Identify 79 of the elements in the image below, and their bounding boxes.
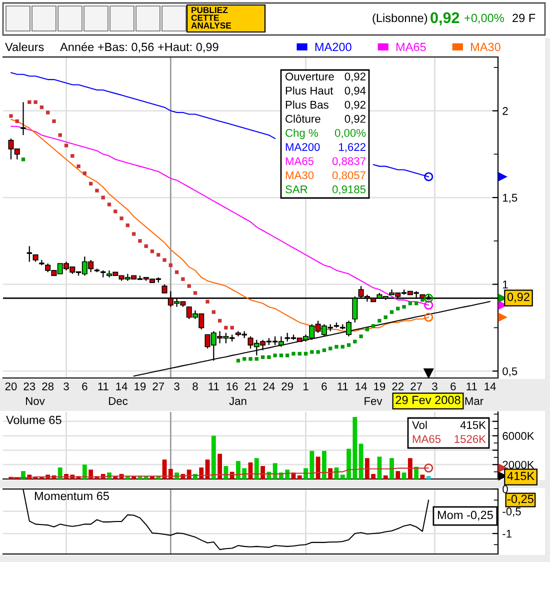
x-tick-label: 11	[466, 382, 477, 390]
x-tick-label: 27	[152, 382, 164, 390]
y-tick-label: 0	[502, 485, 508, 494]
annotation: 1526K	[454, 435, 486, 443]
x-tick-label: 29	[282, 382, 293, 390]
y-tick-label: 0,5	[502, 367, 518, 377]
text: PUBLIEZ CETTE ANALYSE	[191, 7, 232, 29]
x-tick-label: 23	[24, 382, 36, 390]
annotation: 1,622	[339, 143, 366, 152]
x-tick-label: 16	[226, 382, 238, 390]
text: -0,25	[508, 494, 534, 505]
legend-label: MA200	[315, 42, 352, 52]
annotation: MA65	[286, 157, 314, 166]
annotation: 415K	[460, 421, 486, 429]
chart-subtitle: Année +Bas: 0,56 +Haut: 0,99	[60, 42, 218, 53]
annotation: 0,92	[344, 72, 366, 82]
x-tick-label: 14	[484, 382, 496, 390]
x-tick-label: 3	[432, 382, 438, 390]
annotation: Chg %	[286, 128, 318, 140]
text: 29 Fev 2008	[396, 396, 460, 404]
text: (Lisbonne)	[372, 14, 428, 24]
annotation: 0,9185	[332, 185, 366, 195]
x-tick-label: 27	[410, 382, 422, 390]
x-tick-label: 3	[174, 382, 180, 390]
annotation: MA200	[286, 143, 320, 151]
annotation: Plus Haut	[286, 86, 334, 95]
y-tick-label: -0,5	[502, 508, 521, 517]
y-tick-label: 1	[503, 280, 508, 288]
annotation: 0,92	[344, 114, 366, 124]
annotation: 0,92	[344, 100, 366, 110]
x-tick-label: 1	[304, 382, 308, 390]
x-tick-label: 19	[374, 382, 386, 390]
text: 29 F	[512, 14, 536, 22]
x-tick-label: 20	[5, 382, 17, 390]
annotation: 0,00%	[334, 129, 366, 138]
x-tick-label: 19	[134, 382, 146, 390]
text: 415K	[507, 472, 534, 480]
chart-title: Volume 65	[6, 415, 62, 424]
x-tick-label: 14	[116, 382, 128, 390]
annotation: MA30	[286, 171, 314, 180]
text: Mar	[465, 397, 484, 405]
x-tick-label: 21	[244, 382, 256, 390]
x-tick-label: 14	[356, 382, 367, 390]
x-tick-label: 11	[338, 382, 348, 390]
x-tick-label: 6	[322, 382, 327, 390]
x-tick-label: 11	[98, 382, 108, 390]
text: +0,00%	[464, 14, 504, 24]
annotation: Vol	[412, 420, 427, 429]
text: Jan	[229, 397, 246, 405]
annotation: 0,8057	[332, 171, 366, 180]
x-tick-label: 8	[192, 382, 198, 390]
annotation: Mom -0,25	[438, 510, 493, 521]
chart-title: Valeurs	[5, 42, 44, 52]
annotation: MA65	[412, 435, 441, 443]
y-tick-label: 2	[502, 107, 508, 115]
text: 0,92	[507, 292, 530, 303]
x-tick-label: 6	[82, 382, 88, 390]
x-tick-label: 22	[392, 382, 404, 390]
text: 0,92	[430, 12, 460, 26]
annotation: Ouverture	[286, 72, 334, 80]
x-tick-label: 6	[450, 382, 456, 390]
annotation: SAR	[286, 185, 308, 194]
annotation: 0,8837	[332, 157, 366, 166]
y-tick-label: 6000K	[502, 432, 534, 440]
y-tick-label: 1,5	[503, 194, 518, 203]
legend-label: MA30	[471, 42, 500, 52]
text: Fev	[364, 397, 382, 405]
x-tick-label: 3	[64, 382, 69, 390]
annotation: 0,94	[344, 86, 366, 96]
text: Nov	[26, 397, 45, 405]
x-tick-label: 28	[42, 382, 54, 390]
annotation: Plus Bas	[286, 100, 328, 109]
y-tick-label: -1	[502, 530, 512, 538]
annotation: Clôture	[286, 114, 320, 123]
text: Dec	[109, 397, 128, 405]
x-tick-label: 24	[263, 382, 275, 390]
legend-label: MA65	[396, 42, 426, 52]
chart-title: Momentum 65	[34, 492, 109, 500]
x-tick-label: 11	[208, 382, 219, 390]
